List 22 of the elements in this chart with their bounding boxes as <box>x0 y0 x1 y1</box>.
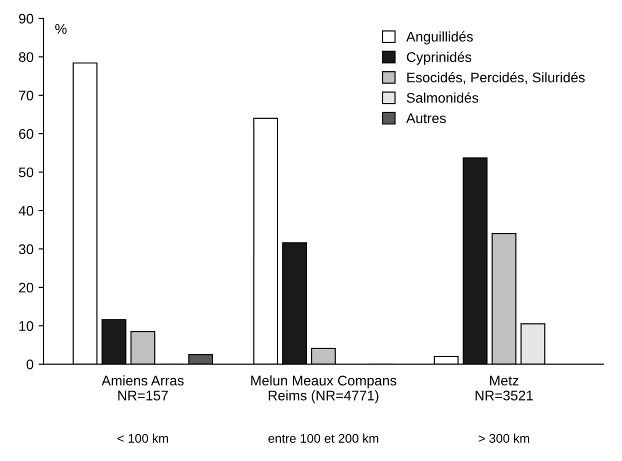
legend-label: Anguillidés <box>406 31 473 44</box>
y-tick-label: 60 <box>19 129 34 139</box>
y-tick-label: 10 <box>19 321 34 331</box>
x-tick-label: Metz NR=3521 <box>476 376 533 400</box>
y-tick-label: 80 <box>18 52 34 62</box>
legend-label: Salmonidés <box>406 92 478 103</box>
text: < 100 km <box>118 434 168 443</box>
y-tick-label: 50 <box>18 167 34 178</box>
text: entre 100 et 200 km <box>268 434 378 443</box>
y-tick-label: 90 <box>19 14 34 24</box>
y-tick-label: 40 <box>18 206 34 216</box>
y-tick-label: 30 <box>18 244 34 254</box>
y-tick-label: 0 <box>26 360 34 370</box>
legend-label: Esocidés, Percidés, Siluridés <box>407 72 585 84</box>
text: > 300 km <box>478 434 530 443</box>
y-axis-title: % <box>55 24 67 34</box>
legend-label: Autres <box>406 113 446 124</box>
x-tick-label: Amiens Arras NR=157 <box>102 375 184 400</box>
y-tick-label: 70 <box>19 90 34 100</box>
legend-label: Cyprinidés <box>406 52 472 65</box>
y-tick-label: 20 <box>19 282 34 293</box>
x-tick-label: Melun Meaux Compans Reims (NR=4771) <box>251 375 396 404</box>
